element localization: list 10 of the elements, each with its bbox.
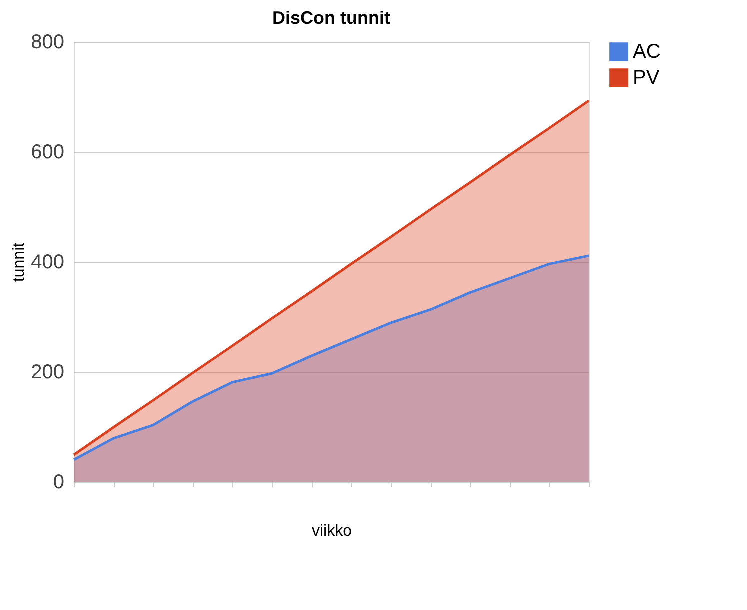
y-tick-label: 0: [53, 472, 64, 494]
y-tick-label: 600: [31, 142, 64, 164]
y-tick-label: 800: [31, 32, 64, 54]
legend-label: AC: [633, 41, 661, 63]
chart-title: DisCon tunnit: [272, 8, 390, 28]
legend-label: PV: [633, 67, 660, 89]
x-axis-title: viikko: [312, 523, 352, 540]
y-tick-label: 200: [31, 362, 64, 384]
y-tick-label: 400: [31, 252, 64, 274]
y-axis-title: tunnit: [11, 242, 28, 282]
